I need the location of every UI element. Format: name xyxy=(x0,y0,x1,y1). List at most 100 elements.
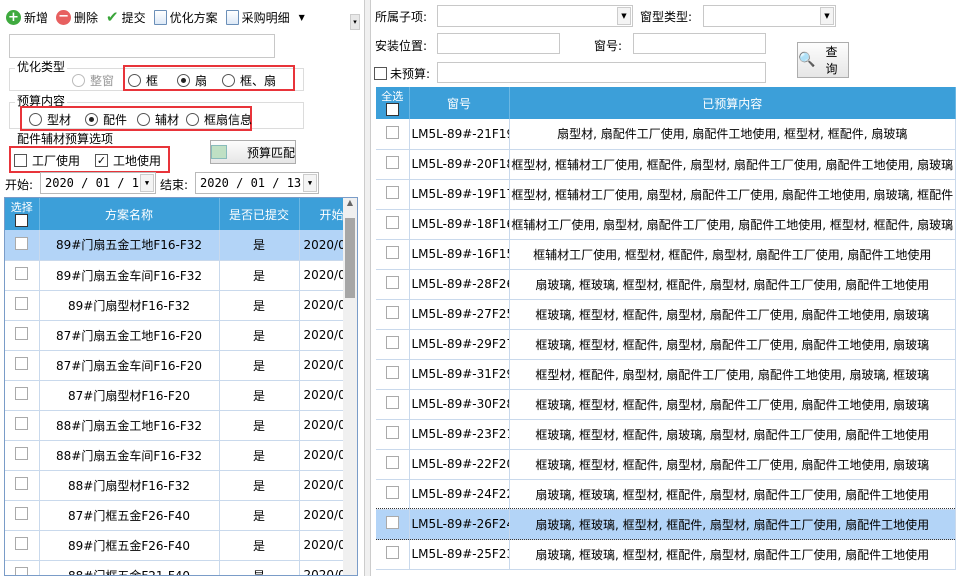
table-row[interactable]: LM5L-89#-25F23 扇玻璃, 框玻璃, 框型材, 框配件, 扇型材, 扇… xyxy=(376,539,956,570)
radio-profile[interactable]: 型材 xyxy=(29,111,71,128)
table-row[interactable]: 89#门扇型材F16-F32 是 2020/0 xyxy=(5,290,357,321)
radio-frame-sash-info[interactable]: 框扇信息 xyxy=(186,111,252,128)
table-row[interactable]: LM5L-89#-19F17 框型材, 框辅材工厂使用, 扇型材, 扇配件工厂使用… xyxy=(376,179,956,210)
row-checkbox[interactable] xyxy=(385,546,399,559)
unbudgeted-checkbox[interactable]: 未预算: xyxy=(374,65,430,82)
row-checkbox[interactable] xyxy=(385,366,399,379)
row-checkbox[interactable] xyxy=(385,156,399,169)
table-row[interactable]: 88#门扇型材F16-F32 是 2020/0 xyxy=(5,470,357,501)
column-window-no[interactable]: 窗号 xyxy=(409,87,510,119)
scroll-up-icon[interactable]: ▲ xyxy=(346,198,354,207)
table-row[interactable]: 87#门扇型材F16-F20 是 2020/0 xyxy=(5,380,357,411)
scrollbar[interactable]: ▲ xyxy=(343,198,357,575)
checkbox-site[interactable]: ✓ 工地使用 xyxy=(95,152,161,169)
window-no-cell: LM5L-89#-29F27 xyxy=(409,329,510,360)
row-checkbox[interactable] xyxy=(385,396,399,409)
row-checkbox[interactable] xyxy=(385,246,399,259)
row-checkbox-cell xyxy=(376,479,410,510)
row-checkbox[interactable] xyxy=(385,516,399,529)
table-row[interactable]: 87#门扇五金车间F16-F20 是 2020/0 xyxy=(5,350,357,381)
dropdown-arrow-icon[interactable]: ▼ xyxy=(140,174,154,192)
search-input[interactable] xyxy=(9,34,275,58)
checkbox-factory[interactable]: 工厂使用 xyxy=(14,152,80,169)
table-row[interactable]: LM5L-89#-29F27 框玻璃, 框型材, 框配件, 扇型材, 扇配件工厂使… xyxy=(376,329,956,360)
table-row[interactable]: 89#门扇五金车间F16-F32 是 2020/0 xyxy=(5,260,357,291)
splitter[interactable] xyxy=(364,0,371,576)
table-row[interactable]: LM5L-89#-30F28 框玻璃, 框型材, 框配件, 扇型材, 扇配件工厂使… xyxy=(376,389,956,420)
column-budgeted-content[interactable]: 已预算内容 xyxy=(509,87,956,119)
query-button[interactable]: 🔍 查询 xyxy=(797,42,849,78)
window-type-select[interactable]: ▼ xyxy=(703,5,836,27)
table-row[interactable]: LM5L-89#-27F25 框玻璃, 框型材, 框配件, 扇型材, 扇配件工厂使… xyxy=(376,299,956,330)
table-row[interactable]: 88#门扇五金车间F16-F32 是 2020/0 xyxy=(5,440,357,471)
end-date-picker[interactable]: 2020 / 01 / 13 ▼ xyxy=(195,172,319,194)
table-row[interactable]: LM5L-89#-22F20 框玻璃, 框型材, 框配件, 扇型材, 扇配件工厂使… xyxy=(376,449,956,480)
window-no-input[interactable] xyxy=(633,33,766,54)
table-row[interactable]: LM5L-89#-28F26 扇玻璃, 框玻璃, 框型材, 框配件, 扇型材, 扇… xyxy=(376,269,956,300)
budget-match-button[interactable]: 预算匹配 xyxy=(210,140,296,164)
dropdown-arrow-icon[interactable]: ▼ xyxy=(820,7,834,25)
radio-sash[interactable]: 扇 xyxy=(177,72,207,89)
radio-accessory[interactable]: 辅材 xyxy=(137,111,179,128)
submit-button[interactable]: ✔ 提交 xyxy=(106,8,146,26)
start-date-picker[interactable]: 2020 / 01 / 1 ▼ xyxy=(40,172,156,194)
row-checkbox[interactable] xyxy=(385,456,399,469)
row-checkbox[interactable] xyxy=(15,477,29,490)
row-checkbox[interactable] xyxy=(15,567,29,575)
row-checkbox[interactable] xyxy=(385,276,399,289)
toolbar-overflow-icon[interactable]: ▾ xyxy=(350,14,360,30)
delete-button[interactable]: − 删除 xyxy=(56,9,98,26)
radio-hardware[interactable]: 配件 xyxy=(85,111,127,128)
table-row[interactable]: LM5L-89#-21F19 扇型材, 扇配件工厂使用, 扇配件工地使用, 框型材… xyxy=(376,119,956,150)
row-checkbox[interactable] xyxy=(385,125,399,139)
table-row[interactable]: LM5L-89#-18F16 框辅材工厂使用, 扇型材, 扇配件工厂使用, 扇配件… xyxy=(376,209,956,240)
table-row[interactable]: LM5L-89#-31F29 框型材, 框配件, 扇型材, 扇配件工厂使用, 扇配… xyxy=(376,359,956,390)
row-checkbox[interactable] xyxy=(15,387,29,400)
radio-whole-window[interactable]: 整窗 xyxy=(72,72,114,89)
row-checkbox[interactable] xyxy=(15,357,29,370)
dropdown-arrow-icon[interactable]: ▼ xyxy=(617,7,631,25)
row-checkbox-cell xyxy=(376,209,410,240)
table-row[interactable]: LM5L-89#-23F21 框玻璃, 框型材, 框配件, 扇玻璃, 扇型材, 扇… xyxy=(376,419,956,450)
table-row[interactable]: 88#门扇五金工地F16-F32 是 2020/0 xyxy=(5,410,357,441)
add-button[interactable]: + 新增 xyxy=(6,9,48,26)
row-checkbox[interactable] xyxy=(15,537,29,550)
subitem-select[interactable]: ▼ xyxy=(437,5,633,27)
table-row[interactable]: LM5L-89#-16F15 框辅材工厂使用, 框型材, 框配件, 扇型材, 扇配… xyxy=(376,239,956,270)
row-checkbox-cell xyxy=(5,470,40,501)
select-all-checkbox[interactable] xyxy=(15,213,29,227)
row-checkbox[interactable] xyxy=(385,306,399,319)
row-checkbox[interactable] xyxy=(385,336,399,349)
dropdown-arrow-icon[interactable]: ▼ xyxy=(303,174,317,192)
row-checkbox[interactable] xyxy=(15,327,29,340)
row-checkbox[interactable] xyxy=(385,186,399,199)
row-checkbox[interactable] xyxy=(15,267,29,280)
location-input[interactable] xyxy=(437,33,560,54)
unbudgeted-input[interactable] xyxy=(437,62,766,83)
table-row[interactable]: 88#门框五金F21-F40 是 2020/0 xyxy=(5,560,357,575)
row-checkbox[interactable] xyxy=(15,417,29,430)
row-checkbox[interactable] xyxy=(385,216,399,229)
table-row[interactable]: 87#门扇五金工地F16-F20 是 2020/0 xyxy=(5,320,357,351)
table-row[interactable]: LM5L-89#-26F24 扇玻璃, 框玻璃, 框型材, 框配件, 扇型材, 扇… xyxy=(376,508,956,540)
radio-frame[interactable]: 框 xyxy=(128,72,158,89)
table-row[interactable]: LM5L-89#-24F22 扇玻璃, 框玻璃, 框型材, 框配件, 扇型材, 扇… xyxy=(376,479,956,510)
purchase-detail-button[interactable]: 采购明细 ▼ xyxy=(225,9,305,26)
row-checkbox[interactable] xyxy=(15,236,29,250)
row-checkbox[interactable] xyxy=(15,447,29,460)
dropdown-arrow-icon[interactable]: ▼ xyxy=(298,12,305,22)
column-submitted[interactable]: 是否已提交 xyxy=(219,198,300,230)
row-checkbox[interactable] xyxy=(15,507,29,520)
radio-frame-sash[interactable]: 框、扇 xyxy=(222,72,276,89)
row-checkbox[interactable] xyxy=(385,426,399,439)
optimize-plan-button[interactable]: 优化方案 xyxy=(153,9,218,26)
table-row[interactable]: 87#门框五金F26-F40 是 2020/0 xyxy=(5,500,357,531)
row-checkbox[interactable] xyxy=(385,486,399,499)
table-row[interactable]: 89#门框五金F26-F40 是 2020/0 xyxy=(5,530,357,561)
select-all-checkbox[interactable] xyxy=(385,102,399,116)
row-checkbox[interactable] xyxy=(15,297,29,310)
table-row[interactable]: LM5L-89#-20F18 框型材, 框辅材工厂使用, 框配件, 扇型材, 扇配… xyxy=(376,149,956,180)
column-plan-name[interactable]: 方案名称 xyxy=(39,198,220,230)
table-row[interactable]: 89#门扇五金工地F16-F32 是 2020/0 xyxy=(5,230,357,261)
scrollbar-thumb[interactable] xyxy=(345,218,355,298)
